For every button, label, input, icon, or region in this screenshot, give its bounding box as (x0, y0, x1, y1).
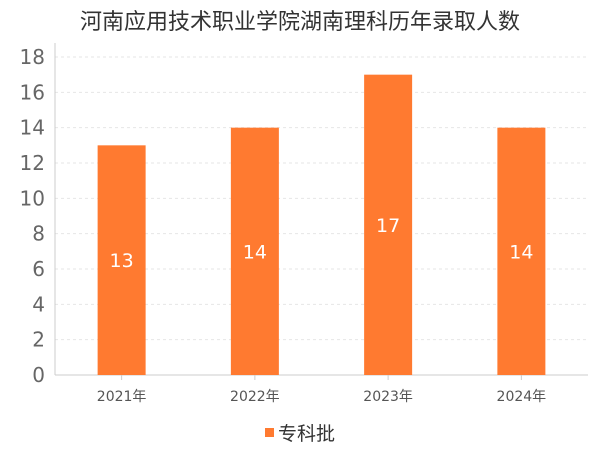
y-tick-label: 0 (32, 363, 45, 387)
x-axis: 2021年 2022年 2023年 2024年 (55, 374, 588, 405)
bar (364, 74, 413, 376)
y-tick-label: 18 (20, 45, 45, 69)
bar (230, 127, 279, 376)
y-tick-label: 16 (20, 80, 45, 104)
bars (97, 74, 546, 376)
y-tick-label: 2 (32, 328, 45, 352)
legend-label: 专科批 (277, 423, 335, 445)
x-tick-label: 2024年 (497, 389, 547, 405)
y-tick-label: 8 (32, 222, 45, 246)
legend[interactable]: 专科批 (0, 419, 600, 446)
bar (97, 145, 146, 375)
bar-data-label: 13 (110, 250, 134, 272)
legend-swatch (264, 428, 274, 437)
y-tick-label: 6 (32, 257, 45, 281)
bar-data-label: 14 (243, 241, 267, 263)
x-tick-label: 2023年 (363, 389, 413, 405)
x-tick-label: 2022年 (230, 389, 280, 405)
y-tick-label: 14 (20, 116, 45, 140)
data-labels: 13 14 17 14 (110, 215, 534, 272)
bar (497, 127, 546, 376)
y-tick-label: 4 (32, 292, 45, 316)
bar-data-label: 14 (509, 241, 533, 263)
y-tick-label: 10 (20, 186, 45, 210)
y-tick-label: 12 (20, 151, 45, 175)
y-axis: 0 2 4 6 8 10 12 14 16 18 (20, 43, 56, 387)
x-tick-label: 2021年 (97, 389, 147, 405)
bar-data-label: 17 (376, 215, 400, 237)
chart-title: 河南应用技术职业学院湖南理科历年录取人数 (79, 10, 520, 35)
